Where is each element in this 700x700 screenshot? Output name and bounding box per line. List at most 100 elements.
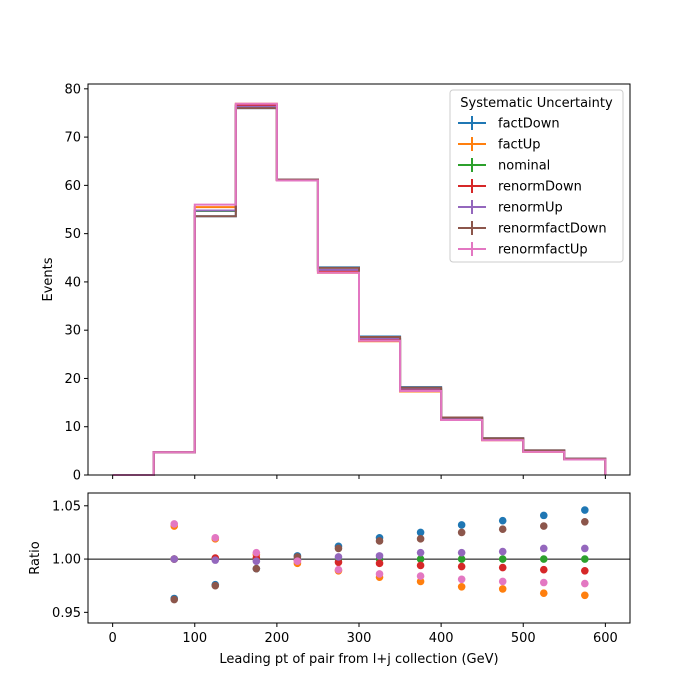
ratio-y-tick-label: 1.05 — [52, 499, 81, 514]
ratio-point-renormfactUp — [498, 577, 507, 586]
ratio-point-renormDown — [457, 562, 466, 571]
legend-item-factUp: factUp — [458, 137, 541, 153]
ratio-point-nominal — [457, 555, 466, 563]
legend-box — [449, 89, 624, 263]
x-axis-label: Leading pt of pair from l+j collection (… — [219, 652, 498, 667]
ratio-point-factUp — [581, 591, 589, 600]
ratio-point-renormfactUp — [334, 565, 343, 574]
hist-series-renormfactUp — [112, 102, 607, 476]
ratio-point-factUp — [416, 577, 425, 586]
legend-label-renormUp: renormUp — [498, 201, 563, 216]
ratio-point-renormfactDown — [539, 522, 548, 530]
ratio-point-nominal — [581, 555, 589, 563]
ratio-point-renormDown — [498, 563, 507, 572]
ratio-point-renormUp — [252, 557, 261, 565]
ratio-point-renormfactUp — [457, 575, 466, 584]
ratio-point-nominal — [539, 555, 548, 563]
legend-item-factDown: factDown — [458, 116, 560, 132]
ratio-point-renormDown — [539, 565, 548, 574]
ratio-point-renormfactDown — [170, 595, 179, 604]
ratio-point-renormfactDown — [375, 537, 384, 545]
ratio-point-renormDown — [375, 559, 384, 568]
ratio-point-renormfactUp — [539, 578, 548, 587]
legend-title: Systematic Uncertainty — [460, 96, 613, 111]
main-histogram-panel: 0 10 20 30 40 50 60 70 80 Events Systematic Uncert… — [41, 82, 631, 484]
ratio-series-renormfactDown — [170, 517, 589, 604]
legend-item-renormUp: renormUp — [458, 200, 563, 216]
legend-label-factUp: factUp — [498, 138, 541, 153]
ratio-point-renormUp — [539, 544, 548, 553]
main-y-tick-label: 50 — [64, 227, 81, 242]
main-y-tick-label: 80 — [64, 82, 81, 97]
legend-label-nominal: nominal — [498, 159, 550, 174]
main-y-tick-label: 10 — [64, 420, 81, 435]
ratio-point-factDown — [457, 521, 466, 529]
main-y-tick-label: 40 — [64, 275, 81, 290]
ratio-series-renormfactUp — [170, 520, 589, 588]
ratio-point-renormfactUp — [170, 520, 179, 528]
ratio-point-renormfactUp — [581, 579, 589, 588]
main-y-tick-label: 30 — [64, 324, 81, 339]
ratio-x-axis: 0 100 200 300 400 500 600 — [108, 623, 618, 646]
ratio-axes-frame — [87, 492, 631, 624]
hist-step-renormfactUp — [112, 102, 607, 476]
ratio-point-renormUp — [498, 547, 507, 556]
ratio-point-renormfactDown — [457, 528, 466, 537]
ratio-point-factDown — [581, 506, 589, 514]
ratio-point-renormfactUp — [252, 548, 261, 557]
ratio-point-renormDown — [416, 561, 425, 570]
ratio-point-renormfactDown — [334, 544, 343, 553]
ratio-y-tick-label: 0.95 — [52, 606, 81, 621]
legend-label-renormfactUp: renormfactUp — [498, 243, 588, 258]
legend-label-factDown: factDown — [498, 117, 560, 132]
ratio-point-renormfactUp — [211, 533, 220, 542]
legend-label-renormDown: renormDown — [498, 180, 582, 195]
legend-item-nominal: nominal — [458, 158, 550, 174]
ratio-point-nominal — [416, 555, 425, 563]
ratio-point-factUp — [539, 589, 548, 597]
ratio-x-tick-label: 0 — [108, 631, 116, 646]
legend-item-renormfactDown: renormfactDown — [458, 221, 607, 237]
main-y-axis: 0 10 20 30 40 50 60 70 80 — [64, 82, 88, 484]
ratio-point-renormUp — [457, 548, 466, 557]
ratio-point-factUp — [457, 582, 466, 591]
ratio-point-renormDown — [581, 566, 589, 575]
main-y-axis-label: Events — [41, 257, 56, 301]
ratio-point-factUp — [498, 585, 507, 593]
legend-label-renormfactDown: renormfactDown — [498, 222, 607, 237]
ratio-x-tick-label: 600 — [593, 631, 618, 646]
ratio-point-renormUp — [581, 544, 589, 553]
ratio-point-renormfactUp — [416, 572, 425, 580]
ratio-x-tick-label: 400 — [429, 631, 454, 646]
ratio-point-renormfactUp — [293, 557, 302, 565]
ratio-point-renormUp — [375, 552, 384, 560]
legend: Systematic Uncertainty factDown factUp nomi… — [449, 89, 624, 263]
ratio-x-tick-label: 100 — [182, 631, 207, 646]
ratio-x-tick-label: 500 — [511, 631, 536, 646]
ratio-point-renormfactDown — [211, 581, 220, 590]
ratio-x-tick-label: 300 — [347, 631, 372, 646]
ratio-point-renormUp — [170, 555, 179, 563]
main-y-tick-label: 0 — [73, 469, 81, 484]
ratio-point-renormUp — [416, 548, 425, 557]
main-y-tick-label: 60 — [64, 179, 81, 194]
ratio-point-renormDown — [334, 558, 343, 567]
ratio-point-factDown — [498, 516, 507, 525]
ratio-point-renormfactDown — [581, 517, 589, 526]
legend-item-renormDown: renormDown — [458, 179, 582, 195]
ratio-point-factDown — [539, 511, 548, 520]
legend-item-renormfactUp: renormfactUp — [458, 242, 588, 258]
ratio-panel: 0.95 1.00 1.05 0 100 200 300 400 500 600 Ratio Lead… — [28, 492, 631, 667]
ratio-point-renormfactDown — [416, 535, 425, 543]
ratio-y-axis-label: Ratio — [28, 541, 43, 574]
ratio-point-nominal — [498, 555, 507, 563]
ratio-point-renormfactDown — [252, 564, 261, 573]
ratio-point-renormUp — [211, 556, 220, 564]
main-y-tick-label: 70 — [64, 131, 81, 146]
ratio-y-tick-label: 1.00 — [52, 553, 81, 568]
main-y-tick-label: 20 — [64, 372, 81, 387]
ratio-point-renormUp — [334, 553, 343, 561]
ratio-point-renormfactDown — [498, 525, 507, 534]
ratio-x-tick-label: 200 — [264, 631, 289, 646]
